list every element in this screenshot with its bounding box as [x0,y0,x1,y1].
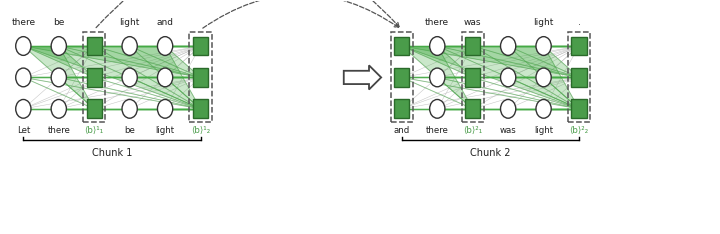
Polygon shape [402,46,579,77]
FancyBboxPatch shape [465,99,480,118]
Circle shape [16,68,31,87]
FancyBboxPatch shape [193,68,208,87]
FancyBboxPatch shape [193,37,208,55]
Polygon shape [402,46,473,109]
Text: there: there [426,18,449,27]
Text: light: light [534,126,553,135]
FancyBboxPatch shape [86,68,102,87]
Text: light: light [156,126,175,135]
Polygon shape [23,46,201,77]
Text: Chunk 1: Chunk 1 [91,148,132,158]
FancyBboxPatch shape [86,37,102,55]
Circle shape [500,68,516,87]
Text: was: was [500,126,516,135]
Circle shape [430,99,445,118]
Text: ⟨b⟩¹₂: ⟨b⟩¹₂ [191,126,210,135]
Text: Let: Let [17,126,30,135]
Polygon shape [23,46,201,109]
Circle shape [500,37,516,55]
Text: .: . [577,18,580,27]
FancyBboxPatch shape [572,37,587,55]
Circle shape [51,68,66,87]
FancyArrowPatch shape [96,0,399,28]
Circle shape [536,68,552,87]
FancyBboxPatch shape [193,99,208,118]
Circle shape [122,99,138,118]
Text: be: be [125,126,135,135]
Circle shape [122,37,138,55]
FancyBboxPatch shape [395,37,410,55]
Circle shape [430,37,445,55]
Circle shape [536,99,552,118]
Text: was: was [464,18,482,27]
Text: ⟨b⟩²₂: ⟨b⟩²₂ [570,126,589,135]
FancyBboxPatch shape [86,99,102,118]
Polygon shape [402,46,579,109]
Text: Chunk 2: Chunk 2 [470,148,510,158]
Text: be: be [53,18,65,27]
Text: there: there [426,126,449,135]
Circle shape [536,37,552,55]
FancyBboxPatch shape [465,37,480,55]
FancyArrowPatch shape [203,0,398,28]
Polygon shape [23,46,94,109]
Polygon shape [402,46,473,77]
FancyBboxPatch shape [465,68,480,87]
Text: light: light [120,18,140,27]
Text: ⟨b⟩²₁: ⟨b⟩²₁ [463,126,482,135]
Circle shape [122,68,138,87]
Text: light: light [534,18,554,27]
Circle shape [16,37,31,55]
Circle shape [430,68,445,87]
Circle shape [158,99,173,118]
Circle shape [158,68,173,87]
Circle shape [500,99,516,118]
Polygon shape [23,46,94,77]
Circle shape [51,37,66,55]
Circle shape [16,99,31,118]
Polygon shape [343,65,381,90]
Text: there: there [12,18,35,27]
FancyBboxPatch shape [572,99,587,118]
Text: and: and [156,18,174,27]
Circle shape [51,99,66,118]
Text: ⟨b⟩¹₁: ⟨b⟩¹₁ [84,126,104,135]
Circle shape [158,37,173,55]
Text: and: and [394,126,410,135]
FancyBboxPatch shape [572,68,587,87]
Text: there: there [48,126,71,135]
FancyBboxPatch shape [395,99,410,118]
FancyBboxPatch shape [395,68,410,87]
